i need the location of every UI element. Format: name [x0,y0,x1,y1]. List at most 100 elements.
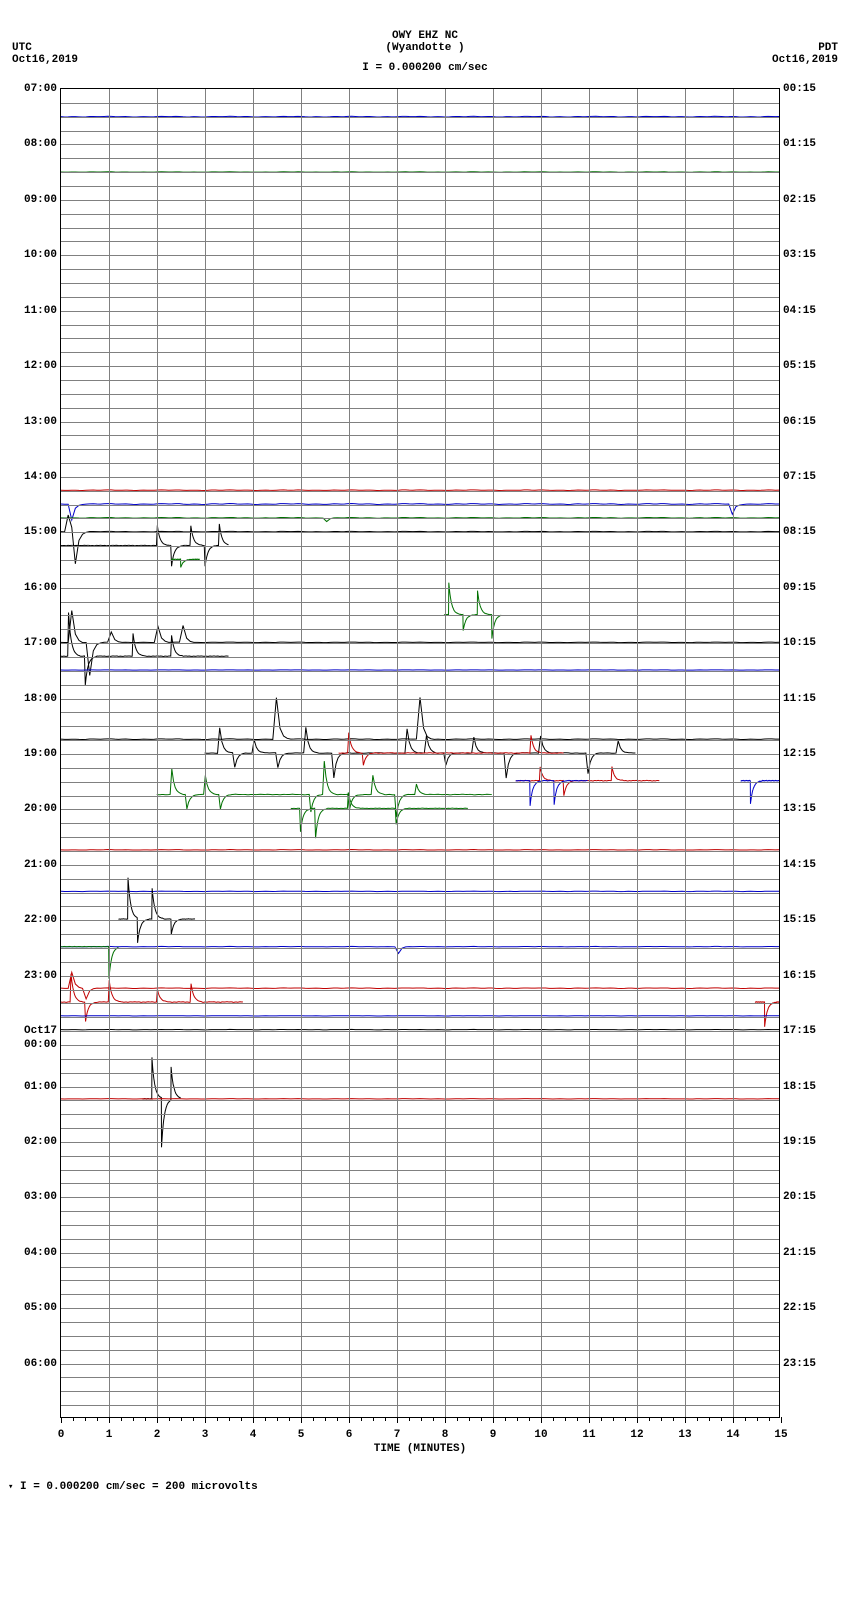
grid-vline [205,89,206,1417]
y-label-right: 12:15 [779,748,816,760]
grid-vline [397,89,398,1417]
y-label-left: 20:00 [24,803,61,815]
y-label-left: 15:00 [24,526,61,538]
y-label-right: 20:15 [779,1191,816,1203]
y-label-right: 11:15 [779,693,816,705]
grid-hline [61,712,779,713]
seismic-trace [61,697,779,739]
y-label-left: 17:00 [24,637,61,649]
y-label-left: 06:00 [24,1358,61,1370]
grid-hline [61,394,779,395]
grid-hline [61,311,779,312]
grid-hline [61,1336,779,1337]
grid-hline [61,352,779,353]
grid-hline [61,1059,779,1060]
grid-hline [61,851,779,852]
y-label-right: 01:15 [779,138,816,150]
grid-hline [61,615,779,616]
y-label-left: 10:00 [24,249,61,261]
grid-hline [61,103,779,104]
grid-hline [61,1142,779,1143]
grid-hline [61,754,779,755]
grid-vline [349,89,350,1417]
seismic-trace [61,503,779,519]
grid-hline [61,228,779,229]
grid-hline [61,1280,779,1281]
grid-hline [61,1225,779,1226]
y-label-left: 23:00 [24,970,61,982]
seismic-trace [61,515,779,564]
y-label-right: 22:15 [779,1302,816,1314]
grid-hline [61,740,779,741]
seismic-trace [741,780,779,803]
grid-hline [61,463,779,464]
grid-hline [61,948,779,949]
y-label-left: 18:00 [24,693,61,705]
grid-hline [61,685,779,686]
grid-hline [61,865,779,866]
grid-vline [733,89,734,1417]
seismic-trace [61,613,229,686]
grid-hline [61,588,779,589]
grid-hline [61,158,779,159]
grid-hline [61,117,779,118]
y-label-right: 03:15 [779,249,816,261]
grid-vline [253,89,254,1417]
grid-hline [61,1211,779,1212]
grid-hline [61,1003,779,1004]
grid-hline [61,1294,779,1295]
seismic-trace [516,780,588,805]
grid-hline [61,823,779,824]
y-label-right: 09:15 [779,582,816,594]
seismic-trace [291,792,468,838]
grid-hline [61,1017,779,1018]
grid-hline [61,643,779,644]
grid-hline [61,782,779,783]
grid-hline [61,1031,779,1032]
seismic-trace [61,974,243,1022]
y-label-right: 08:15 [779,526,816,538]
y-label-left: 12:00 [24,360,61,372]
scale-legend: I = 0.000200 cm/sec [0,62,850,74]
helicorder-container: OWY EHZ NC (Wyandotte ) I = 0.000200 cm/… [0,0,850,1613]
y-label-right: 16:15 [779,970,816,982]
helicorder-plot: TIME (MINUTES) 012345678910111213141507:… [60,88,780,1418]
grid-hline [61,990,779,991]
timezone-right: PDT Oct16,2019 [772,42,838,66]
grid-hline [61,574,779,575]
grid-hline [61,241,779,242]
grid-hline [61,1239,779,1240]
grid-vline [589,89,590,1417]
grid-vline [637,89,638,1417]
station-location: (Wyandotte ) [0,42,850,54]
grid-hline [61,1322,779,1323]
grid-hline [61,366,779,367]
y-label-left: 04:00 [24,1247,61,1259]
y-label-left: 05:00 [24,1302,61,1314]
grid-hline [61,1045,779,1046]
grid-hline [61,532,779,533]
grid-hline [61,546,779,547]
grid-hline [61,560,779,561]
grid-hline [61,505,779,506]
grid-hline [61,1156,779,1157]
y-label-left: 01:00 [24,1081,61,1093]
y-label-right: 05:15 [779,360,816,372]
seismic-trace [339,733,564,766]
y-label-right: 15:15 [779,914,816,926]
grid-hline [61,796,779,797]
grid-hline [61,435,779,436]
grid-hline [61,726,779,727]
y-label-left: 13:00 [24,416,61,428]
grid-hline [61,214,779,215]
grid-hline [61,602,779,603]
timezone-left: UTC Oct16,2019 [12,42,78,66]
grid-hline [61,879,779,880]
grid-hline [61,1183,779,1184]
footer-scale: ▾ I = 0.000200 cm/sec = 200 microvolts [8,1481,258,1493]
grid-hline [61,1114,779,1115]
seismic-trace [755,1002,779,1027]
grid-hline [61,837,779,838]
seismic-trace [142,1057,180,1147]
grid-hline [61,1377,779,1378]
